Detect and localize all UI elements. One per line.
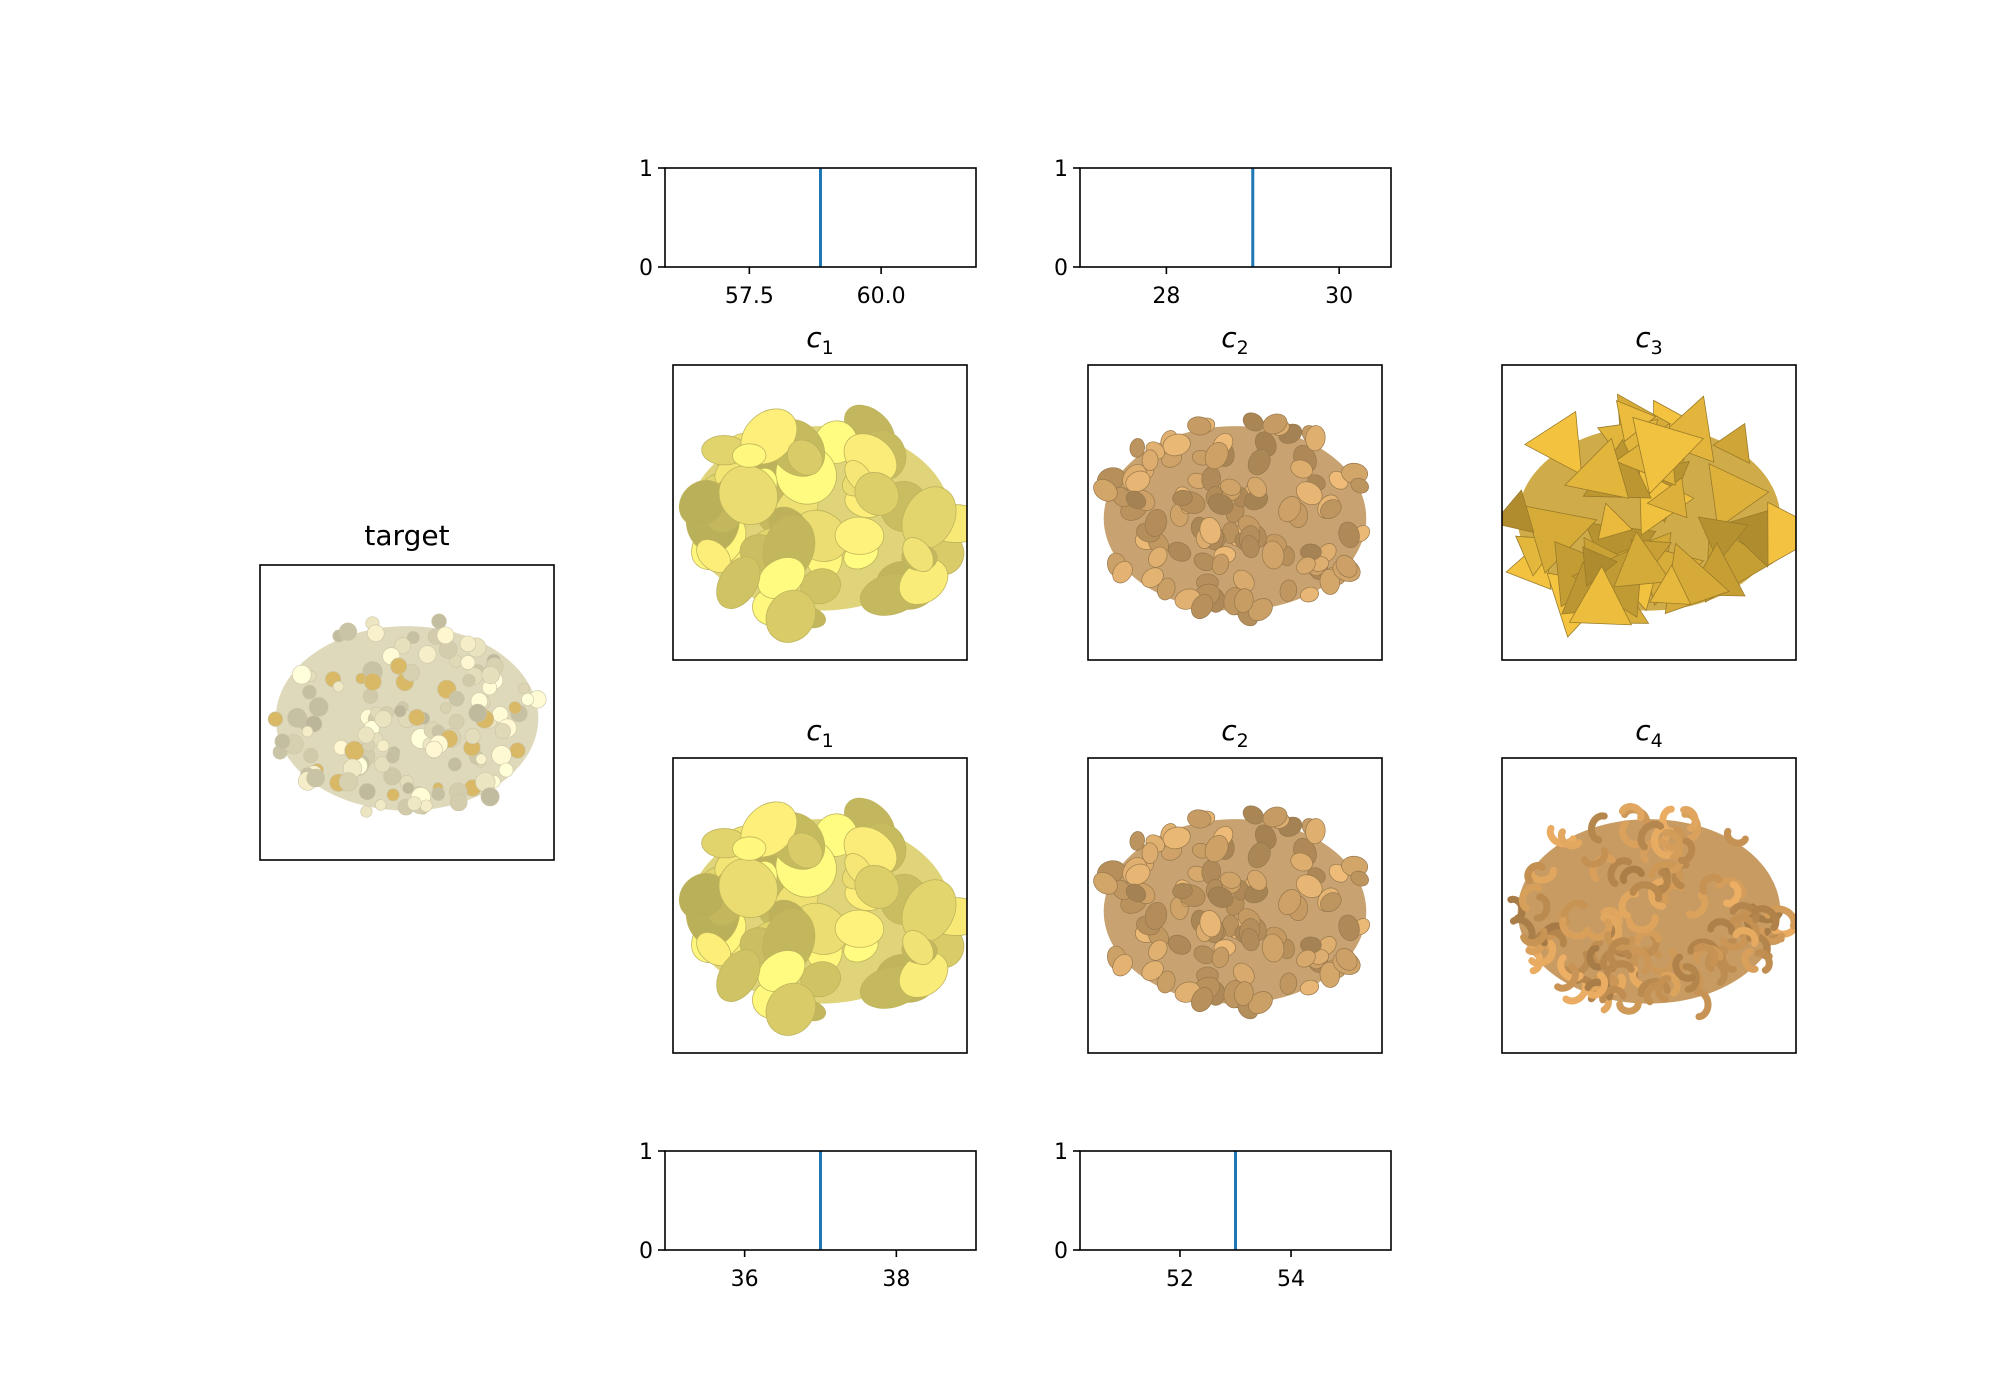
candidate-title: c2 bbox=[1221, 321, 1249, 359]
x-tick-label: 54 bbox=[1277, 1267, 1305, 1292]
target-title: target bbox=[364, 519, 449, 552]
candidate-title: c4 bbox=[1635, 714, 1663, 752]
candidate-frame bbox=[672, 364, 968, 661]
x-tick-label: 36 bbox=[731, 1267, 759, 1292]
x-tick-label: 28 bbox=[1152, 284, 1180, 309]
x-tick-label: 57.5 bbox=[725, 284, 774, 309]
axes-frame bbox=[664, 167, 977, 268]
candidate-subscript: 1 bbox=[822, 730, 834, 752]
candidate-subscript: 2 bbox=[1237, 337, 1249, 359]
axes-frame bbox=[1079, 167, 1392, 268]
x-tick-label: 60.0 bbox=[857, 284, 906, 309]
potato-chips-image bbox=[678, 797, 967, 1036]
x-tick-label: 38 bbox=[882, 1267, 910, 1292]
candidate-frame bbox=[1501, 364, 1797, 661]
candidate-panel-cashews: c4 bbox=[1501, 714, 1797, 1054]
potato-chips-image bbox=[678, 404, 967, 643]
target-image-popcorn bbox=[267, 613, 547, 818]
candidate-title: c1 bbox=[806, 714, 834, 752]
chart-bottom-middle: 0 1 52 54 bbox=[1054, 1140, 1392, 1292]
x-tick-label: 30 bbox=[1325, 284, 1353, 309]
candidate-title: c1 bbox=[806, 321, 834, 359]
candidate-panel-peanuts: c2 bbox=[1087, 714, 1383, 1054]
x-tick-label: 52 bbox=[1166, 1267, 1194, 1292]
y-tick-label: 0 bbox=[639, 256, 653, 281]
target-frame bbox=[259, 564, 555, 861]
candidate-frame bbox=[672, 757, 968, 1054]
y-tick-label: 0 bbox=[1054, 256, 1068, 281]
candidate-subscript: 1 bbox=[822, 337, 834, 359]
cashews-image bbox=[1507, 803, 1796, 1021]
chart-bottom-left: 0 1 36 38 bbox=[639, 1140, 977, 1292]
axes-frame bbox=[664, 1150, 977, 1251]
bottom-candidate-row: c1 c2 c4 bbox=[672, 714, 1797, 1054]
candidate-panel-potato-chips: c1 bbox=[672, 714, 968, 1054]
candidate-frame bbox=[1087, 364, 1383, 661]
y-tick-label: 1 bbox=[639, 157, 653, 182]
candidate-subscript: 2 bbox=[1237, 730, 1249, 752]
candidate-panel-peanuts: c2 bbox=[1087, 321, 1383, 661]
candidate-subscript: 4 bbox=[1651, 730, 1663, 752]
top-candidate-row: c1 c2 c3 bbox=[672, 321, 1797, 661]
candidate-title: c3 bbox=[1635, 321, 1663, 359]
y-tick-label: 0 bbox=[1054, 1239, 1068, 1264]
chart-top-middle: 0 1 28 30 bbox=[1054, 157, 1392, 309]
candidate-frame bbox=[1501, 757, 1797, 1054]
peanuts-image bbox=[1093, 412, 1371, 627]
y-tick-label: 0 bbox=[639, 1239, 653, 1264]
candidate-panel-tortilla-chips: c3 bbox=[1501, 321, 1797, 661]
candidate-frame bbox=[1087, 757, 1383, 1054]
candidate-title: c2 bbox=[1221, 714, 1249, 752]
y-tick-label: 1 bbox=[1054, 157, 1068, 182]
candidate-panel-potato-chips: c1 bbox=[672, 321, 968, 661]
tortilla-chips-image bbox=[1502, 393, 1796, 638]
y-tick-label: 1 bbox=[639, 1140, 653, 1165]
axes-frame bbox=[1079, 1150, 1392, 1251]
candidate-subscript: 3 bbox=[1651, 337, 1663, 359]
y-tick-label: 1 bbox=[1054, 1140, 1068, 1165]
chart-top-left: 0 1 57.5 60.0 bbox=[639, 157, 977, 309]
target-panel: target bbox=[259, 519, 555, 861]
peanuts-image bbox=[1093, 805, 1371, 1020]
